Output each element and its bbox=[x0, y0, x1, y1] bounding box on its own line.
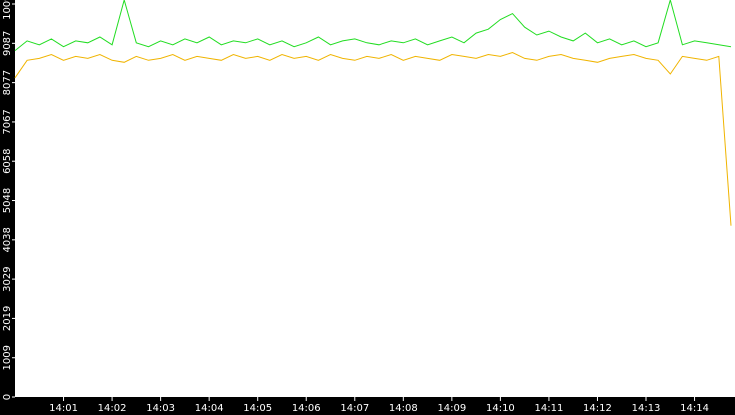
x-tick-label: 14:05 bbox=[243, 403, 272, 414]
series-line bbox=[14, 51, 732, 226]
x-tick-label: 14:08 bbox=[389, 403, 418, 414]
x-tick-label: 14:10 bbox=[486, 403, 515, 414]
y-tick-label: 3029 bbox=[2, 266, 13, 291]
y-tick-label: 0 bbox=[2, 394, 13, 400]
plot-area bbox=[15, 0, 735, 397]
x-tick-label: 14:12 bbox=[583, 403, 612, 414]
x-tick-label: 14:04 bbox=[195, 403, 224, 414]
x-tick-label: 14:13 bbox=[632, 403, 661, 414]
y-tick-label: 9087 bbox=[2, 31, 13, 56]
y-tick-label: 5048 bbox=[2, 188, 13, 213]
y-tick-label: 7067 bbox=[2, 109, 13, 134]
x-tick-label: 14:09 bbox=[437, 403, 466, 414]
y-tick-label: 2019 bbox=[2, 306, 13, 331]
x-tick-label: 14:01 bbox=[49, 403, 78, 414]
x-tick-label: 14:03 bbox=[146, 403, 175, 414]
y-tick-label: 10097 bbox=[2, 0, 13, 20]
series-line bbox=[14, 0, 732, 51]
x-tick-label: 14:11 bbox=[535, 403, 564, 414]
x-tick-label: 14:06 bbox=[292, 403, 321, 414]
y-tick-label: 6058 bbox=[2, 148, 13, 173]
y-tick-label: 4038 bbox=[2, 227, 13, 252]
y-tick-label: 8077 bbox=[2, 70, 13, 95]
y-tick-label: 1009 bbox=[2, 345, 13, 370]
x-tick-label: 14:14 bbox=[680, 403, 709, 414]
x-tick-label: 14:02 bbox=[98, 403, 127, 414]
x-tick-label: 14:07 bbox=[340, 403, 369, 414]
